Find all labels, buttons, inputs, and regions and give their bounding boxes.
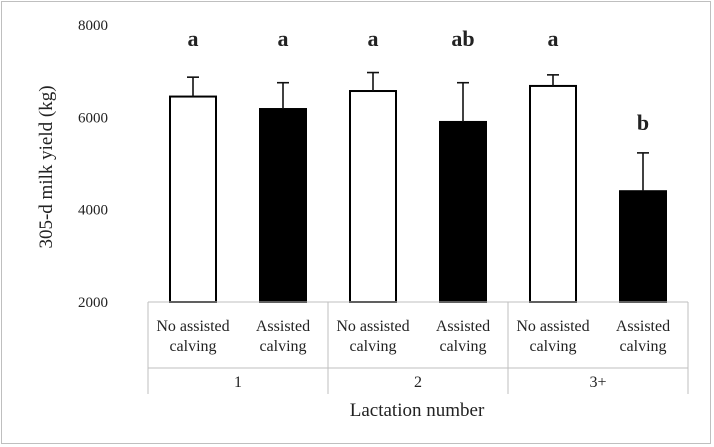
x-axis: No assisted calving Assisted calving No assi… bbox=[147, 301, 689, 394]
category-label: Assisted calving bbox=[616, 318, 670, 355]
significance-label: a bbox=[278, 26, 289, 51]
bar bbox=[439, 120, 487, 303]
y-axis: 2000 4000 6000 8000 bbox=[78, 18, 108, 311]
category-label: No assisted calving bbox=[336, 318, 409, 355]
bar bbox=[259, 108, 307, 303]
significance-label: a bbox=[188, 26, 199, 51]
group-label: 3+ bbox=[589, 374, 606, 391]
error-bar bbox=[547, 74, 559, 86]
significance-label: a bbox=[368, 26, 379, 51]
category-label: Assisted calving bbox=[436, 318, 490, 355]
x-axis-title: Lactation number bbox=[350, 400, 485, 421]
category-label: No assisted calving bbox=[516, 318, 589, 355]
error-bar bbox=[637, 152, 649, 192]
error-bar bbox=[457, 81, 469, 122]
y-tick-label: 6000 bbox=[78, 110, 108, 126]
category-label: Assisted calving bbox=[256, 318, 310, 355]
group-label: 1 bbox=[234, 374, 242, 391]
significance-labels: a a a ab ab bbox=[188, 26, 650, 135]
y-tick-label: 8000 bbox=[78, 18, 108, 34]
significance-label: a bbox=[548, 26, 559, 51]
category-label: No assisted calving bbox=[156, 318, 229, 355]
significance-label: b bbox=[637, 110, 649, 135]
group-label: 2 bbox=[414, 374, 422, 391]
bars bbox=[169, 84, 667, 304]
bar bbox=[349, 90, 397, 304]
error-bar bbox=[187, 76, 199, 97]
bar bbox=[169, 95, 217, 303]
y-axis-title: 305-d milk yield (kg) bbox=[36, 85, 57, 248]
y-tick-label: 4000 bbox=[78, 203, 108, 219]
bar bbox=[619, 190, 667, 303]
y-tick-label: 2000 bbox=[78, 295, 108, 311]
error-bars bbox=[187, 71, 649, 192]
error-bar bbox=[277, 81, 289, 110]
error-bar bbox=[367, 71, 379, 92]
bar bbox=[529, 84, 577, 303]
significance-label: ab bbox=[451, 26, 474, 51]
